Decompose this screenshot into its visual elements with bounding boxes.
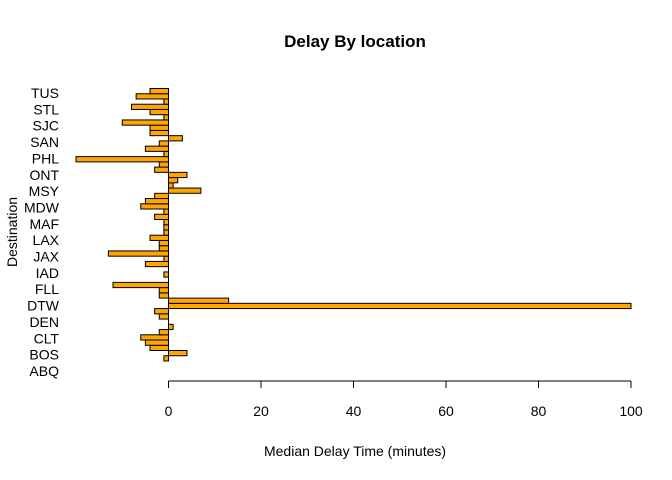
x-tick-label: 0 (165, 403, 173, 419)
y-category-label: ABQ (29, 363, 59, 379)
x-tick-label: 20 (253, 403, 269, 419)
y-category-label: FLL (35, 281, 59, 297)
y-category-label: IAD (36, 265, 59, 281)
bar (112, 281, 169, 289)
bar (168, 182, 174, 189)
y-axis-labels: ABQBOSCLTDENDTWFLLIADJAXLAXMAFMDWMSYONTP… (24, 85, 60, 379)
bar (158, 287, 169, 294)
y-category-label: MAF (29, 216, 59, 232)
bar (154, 308, 170, 315)
bar (158, 239, 169, 247)
bar (168, 171, 188, 179)
y-category-label: MDW (24, 199, 60, 215)
y-category-label: SAN (30, 134, 59, 150)
y-category-label: TUS (31, 85, 59, 101)
bar (140, 334, 169, 341)
y-category-label: CLT (34, 330, 60, 346)
bar (163, 271, 170, 278)
bar (135, 93, 170, 100)
x-axis: 0 20 40 60 80 100 (165, 380, 643, 419)
bar (131, 103, 169, 110)
bar (163, 355, 170, 362)
bar (163, 150, 170, 158)
bar (154, 166, 170, 173)
y-category-label: STL (33, 101, 59, 117)
bar (158, 292, 169, 299)
bars (75, 88, 632, 362)
bar (168, 177, 179, 184)
y-category-label: ONT (29, 167, 59, 183)
bar (158, 329, 169, 336)
bar (163, 224, 170, 231)
y-category-label: PHL (32, 150, 59, 166)
bar (107, 250, 170, 257)
bar (140, 203, 169, 210)
x-tick-label: 80 (531, 403, 547, 419)
bar (144, 198, 170, 205)
bar (149, 108, 169, 116)
bar (75, 156, 169, 163)
x-tick-label: 40 (346, 403, 362, 419)
bar (168, 302, 632, 310)
x-tick-label: 60 (438, 403, 454, 419)
bar (149, 88, 169, 95)
y-category-label: BOS (29, 347, 59, 363)
bar (168, 135, 183, 142)
y-category-label: LAX (33, 232, 60, 248)
y-category-label: JAX (33, 249, 59, 265)
bar (144, 260, 170, 268)
bar (149, 129, 169, 137)
x-tick-label: 100 (619, 403, 643, 419)
bar (163, 98, 170, 105)
bar (158, 245, 169, 252)
bar (154, 192, 170, 200)
y-category-label: SJC (33, 118, 59, 134)
bar (168, 350, 188, 357)
bar (163, 229, 170, 236)
x-axis-title: Median Delay Time (minutes) (264, 443, 446, 459)
y-category-label: DEN (29, 314, 59, 330)
bar (168, 323, 174, 331)
bar (168, 187, 202, 194)
bar (163, 219, 170, 226)
y-category-label: MSY (29, 183, 60, 199)
bar (149, 344, 169, 352)
bar (158, 313, 169, 320)
bar (168, 297, 230, 304)
y-axis-title: Destination (4, 197, 20, 267)
bar (144, 339, 170, 346)
bar (144, 145, 170, 152)
bar (158, 140, 169, 147)
bar (149, 124, 169, 131)
bar (158, 161, 169, 168)
bar (163, 208, 170, 215)
bar (163, 255, 170, 262)
bar (121, 119, 169, 126)
bar (154, 213, 170, 220)
chart-title: Delay By location (284, 32, 426, 51)
bar (149, 234, 169, 241)
y-category-label: DTW (27, 298, 60, 314)
bar (163, 114, 170, 121)
